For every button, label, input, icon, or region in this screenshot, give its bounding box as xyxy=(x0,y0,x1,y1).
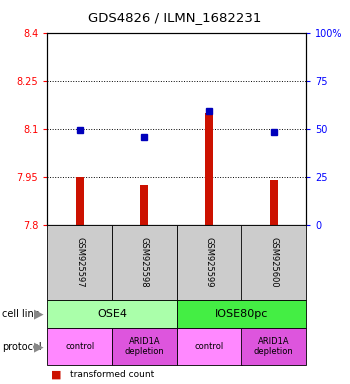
Bar xyxy=(76,177,84,225)
Text: ARID1A
depletion: ARID1A depletion xyxy=(254,337,294,356)
Text: ▶: ▶ xyxy=(34,340,43,353)
Text: IOSE80pc: IOSE80pc xyxy=(215,309,268,319)
Text: control: control xyxy=(195,342,224,351)
Text: ■: ■ xyxy=(51,369,61,379)
Text: GSM925600: GSM925600 xyxy=(270,237,278,287)
Text: GSM925597: GSM925597 xyxy=(75,237,84,287)
Text: cell line: cell line xyxy=(2,309,40,319)
Text: GSM925599: GSM925599 xyxy=(205,237,214,287)
Text: transformed count: transformed count xyxy=(70,370,154,379)
Text: GDS4826 / ILMN_1682231: GDS4826 / ILMN_1682231 xyxy=(88,11,262,24)
Bar xyxy=(270,180,278,225)
Text: ▶: ▶ xyxy=(34,308,43,320)
Text: GSM925598: GSM925598 xyxy=(140,237,149,287)
Text: control: control xyxy=(65,342,94,351)
Bar xyxy=(140,185,148,225)
Bar xyxy=(205,113,213,225)
Text: OSE4: OSE4 xyxy=(97,309,127,319)
Text: ARID1A
depletion: ARID1A depletion xyxy=(125,337,164,356)
Text: protocol: protocol xyxy=(2,341,41,352)
